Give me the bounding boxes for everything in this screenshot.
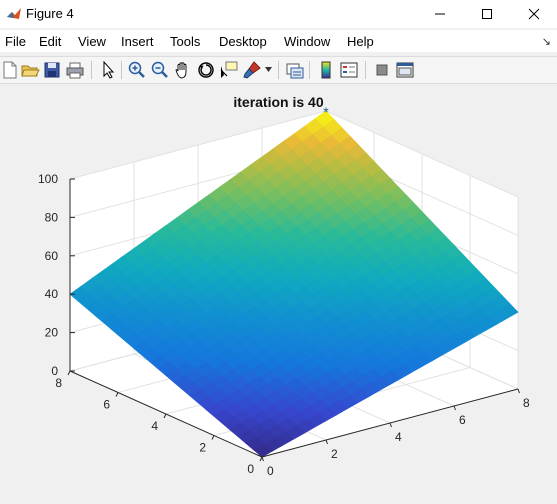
- title-bar: Figure 4: [0, 0, 557, 28]
- toolbar-separator: [91, 61, 92, 79]
- z-tick-label: 60: [45, 249, 59, 263]
- minimize-icon: [435, 13, 445, 15]
- z-tick-label: 40: [45, 287, 59, 301]
- pan-hand-icon[interactable]: [173, 60, 193, 80]
- z-tick-label: 100: [38, 172, 58, 186]
- y-tick-mark: [211, 435, 215, 440]
- grid-line: [69, 110, 327, 180]
- brush-icon[interactable]: [242, 60, 262, 80]
- menu-insert[interactable]: Insert: [121, 34, 154, 49]
- grid-line: [325, 110, 519, 198]
- x-tick-mark: [517, 388, 520, 394]
- link-plot-icon[interactable]: [285, 60, 305, 80]
- toolbar-separator: [278, 61, 279, 79]
- toolbar-separator: [121, 61, 122, 79]
- matlab-logo-icon: [7, 8, 21, 19]
- plot-title: iteration is 40: [233, 94, 324, 110]
- menu-help[interactable]: Help: [347, 34, 374, 49]
- x-tick-label: 6: [459, 413, 466, 427]
- zoom-out-icon[interactable]: [150, 60, 170, 80]
- marker-layer: *: [323, 104, 329, 120]
- x-tick-mark: [261, 456, 264, 462]
- save-icon[interactable]: [42, 60, 62, 80]
- y-tick-mark: [115, 392, 119, 397]
- menu-desktop[interactable]: Desktop: [219, 34, 267, 49]
- window-title: Figure 4: [26, 6, 74, 21]
- show-plot-tools-icon[interactable]: [395, 60, 415, 80]
- surface-patch: [253, 443, 274, 458]
- edit-plot-arrow-icon[interactable]: [98, 60, 118, 80]
- insert-colorbar-icon[interactable]: [316, 60, 336, 80]
- menu-tools[interactable]: Tools: [170, 34, 201, 49]
- close-icon: [528, 8, 540, 20]
- minimize-button[interactable]: [417, 0, 463, 28]
- menu-bar: File Edit View Insert Tools Desktop Wind…: [0, 30, 557, 52]
- y-tick-label: 0: [247, 462, 254, 476]
- menu-window[interactable]: Window: [284, 34, 331, 49]
- zoom-in-icon[interactable]: [127, 60, 147, 80]
- y-tick-mark: [67, 370, 71, 376]
- z-tick-label: 20: [45, 326, 59, 340]
- menu-edit[interactable]: Edit: [39, 34, 62, 49]
- dock-arrow-icon[interactable]: ↘: [541, 36, 551, 48]
- x-tick-mark: [453, 405, 456, 411]
- x-tick-mark: [389, 422, 392, 428]
- rotate-3d-icon[interactable]: [196, 60, 216, 80]
- close-button[interactable]: [511, 0, 557, 28]
- insert-legend-icon[interactable]: [339, 60, 359, 80]
- y-tick-mark: [259, 456, 263, 462]
- y-tick-mark: [163, 413, 167, 419]
- figure-toolbar: [0, 56, 557, 84]
- x-tick-mark: [325, 439, 328, 445]
- data-cursor-icon[interactable]: [219, 60, 239, 80]
- menu-view[interactable]: View: [78, 34, 106, 49]
- toolbar-separator: [365, 61, 366, 79]
- brush-dropdown-icon[interactable]: [265, 67, 272, 73]
- open-file-icon[interactable]: [20, 60, 40, 80]
- x-tick-label: 0: [267, 464, 274, 478]
- menu-file[interactable]: File: [5, 34, 26, 49]
- peak-marker: *: [323, 104, 329, 120]
- y-tick-label: 8: [55, 376, 62, 390]
- surface-layer: [69, 110, 519, 458]
- y-tick-label: 4: [151, 419, 158, 433]
- toolbar-separator: [309, 61, 310, 79]
- figure-canvas[interactable]: iteration is 40 0 2 4 6 8 0 2 4 6 8 0 20 40 60 80 100 *: [0, 84, 557, 504]
- x-tick-label: 8: [523, 396, 530, 410]
- x-tick-label: 4: [395, 430, 402, 444]
- new-figure-icon[interactable]: [0, 60, 20, 80]
- x-tick-label: 2: [331, 447, 338, 461]
- print-icon[interactable]: [65, 60, 85, 80]
- maximize-icon: [482, 9, 492, 19]
- maximize-button[interactable]: [464, 0, 510, 28]
- y-tick-label: 6: [103, 398, 110, 412]
- z-tick-label: 80: [45, 210, 59, 224]
- z-tick-label: 0: [51, 364, 58, 378]
- hide-plot-tools-icon[interactable]: [372, 60, 392, 80]
- y-tick-label: 2: [199, 441, 206, 455]
